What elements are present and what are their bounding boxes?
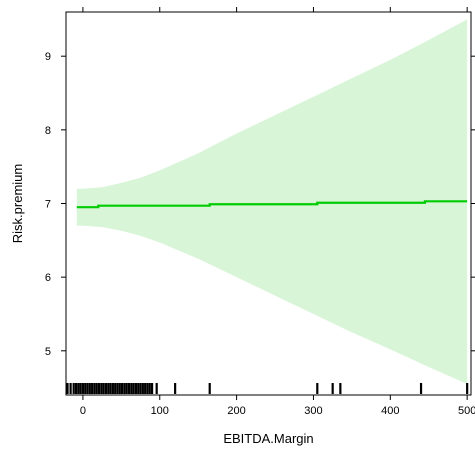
y-tick-label: 5	[45, 346, 51, 358]
axes-layer: 0 100 200 300 400 500 5 6 7 8 9	[45, 7, 475, 417]
rug-layer	[66, 383, 469, 394]
x-tick-label: 100	[151, 405, 169, 417]
x-tick-label: 300	[304, 405, 322, 417]
y-axis-title: Risk.premium	[10, 164, 25, 243]
y-tick-label: 6	[45, 272, 51, 284]
x-tick-label: 400	[381, 405, 399, 417]
confidence-band-layer	[76, 19, 468, 384]
x-tick-label: 0	[80, 405, 86, 417]
fit-line-layer	[76, 200, 468, 209]
x-tick-label: 200	[227, 405, 245, 417]
y-tick-label: 7	[45, 199, 51, 211]
x-axis-title: EBITDA.Margin	[223, 431, 313, 446]
y-tick-label: 9	[45, 51, 51, 63]
y-tick-label: 8	[45, 125, 51, 137]
x-tick-label: 500	[458, 405, 475, 417]
confidence-band	[76, 19, 468, 384]
fit-line	[76, 200, 468, 209]
